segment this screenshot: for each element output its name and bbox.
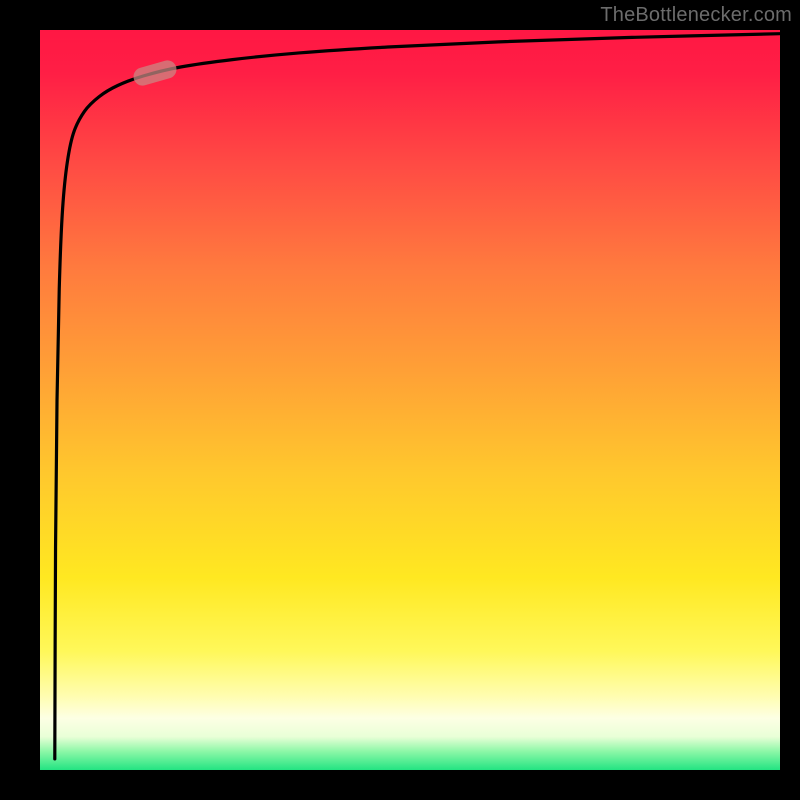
bottleneck-curve xyxy=(40,30,780,770)
plot-area xyxy=(40,30,780,770)
watermark-text: TheBottlenecker.com xyxy=(600,4,792,27)
